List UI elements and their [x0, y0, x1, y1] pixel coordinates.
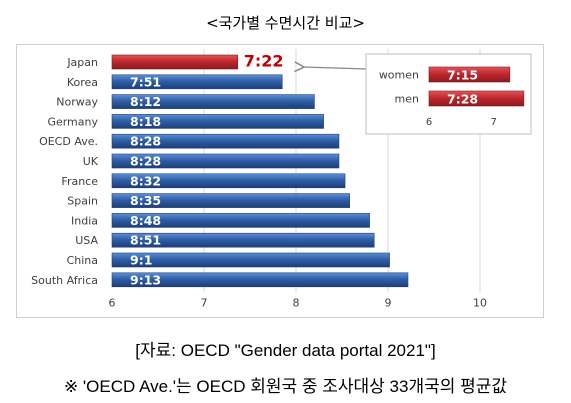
inset-bar-men [428, 90, 525, 107]
bar-japan [111, 54, 239, 70]
bar-norway [111, 94, 315, 109]
bar-korea [111, 74, 283, 90]
inset-category-label: women [379, 69, 419, 82]
bar-germany [111, 114, 324, 129]
x-tick-label: 6 [109, 297, 116, 310]
bar-value-label: 8:12 [130, 94, 161, 109]
category-label: France [61, 175, 98, 188]
bar-value-label: 8:28 [130, 134, 161, 149]
category-label: UK [83, 155, 99, 168]
inset-bar-value-label: 7:28 [447, 92, 478, 107]
bar-value-label: 7:51 [130, 74, 161, 89]
bar-uk [111, 153, 340, 169]
category-label: Norway [56, 96, 98, 109]
x-tick-label: 8 [293, 297, 300, 310]
chart-frame: 6 7 8 9 10 7:22 7:51 8:12 8:18 8:28 8:28 8:32 8:35 8… [16, 44, 544, 318]
x-tick-label: 9 [385, 297, 392, 310]
bar-india [111, 213, 370, 228]
bar-oecd-ave- [111, 133, 340, 149]
bar-value-label: 8:28 [130, 154, 161, 169]
bar-value-label: 9:13 [130, 272, 161, 287]
main-bar-chart: 6 7 8 9 10 7:227:518:128:188:288:288:328:358… [31, 49, 532, 310]
bar-value-label: 8:32 [130, 173, 161, 188]
bar-france [111, 173, 346, 189]
bar-value-label: 8:35 [130, 193, 161, 208]
footnote: ※ 'OECD Ave.'는 OECD 회원국 중 조사대상 33개국의 평균값 [63, 377, 508, 396]
inset-bar-value-label: 7:15 [447, 68, 478, 83]
bar-value-label: 8:48 [130, 213, 161, 228]
inset-bars: 7:15 7:28 [428, 66, 525, 107]
source-citation: [자료: OECD "Gender data portal 2021"] [135, 341, 436, 360]
x-tick-label: 10 [473, 297, 487, 310]
callout-arrow [303, 67, 368, 69]
bar-spain [111, 193, 350, 208]
bar-value-label: 7:22 [244, 52, 284, 71]
category-label: Japan [66, 56, 98, 69]
category-label: OECD Ave. [39, 135, 98, 148]
bar-value-label: 8:51 [130, 233, 161, 248]
bar-usa [111, 232, 375, 248]
inset-category-label: men [395, 93, 419, 106]
category-label: South Africa [31, 274, 98, 287]
inset-x-tick-label: 6 [426, 117, 432, 128]
inset-category-labels: women men [379, 69, 419, 106]
inset-bar-women [428, 66, 511, 83]
bar-china [111, 252, 390, 268]
category-labels: Japan Korea Norway Germany OECD Ave. UK France… [31, 56, 99, 287]
chart-title: <국가별 수면시간 비교> [206, 14, 365, 32]
category-label: India [71, 214, 98, 227]
category-label: Spain [67, 195, 98, 208]
category-label: Korea [67, 76, 98, 89]
category-label: Germany [47, 115, 98, 128]
inset-x-tick-label: 7 [490, 117, 496, 128]
bars: 7:22 7:51 8:12 8:18 8:28 8:28 8:32 8:35 8:48 8:51… [111, 52, 409, 288]
bar-value-label: 8:18 [130, 114, 161, 129]
bar-south-africa [111, 272, 409, 288]
bar-value-label: 9:1 [130, 253, 152, 268]
category-label: China [67, 254, 98, 267]
x-tick-label: 7 [201, 297, 208, 310]
category-label: USA [75, 234, 98, 247]
x-axis-ticks: 6 7 8 9 10 [109, 297, 488, 310]
